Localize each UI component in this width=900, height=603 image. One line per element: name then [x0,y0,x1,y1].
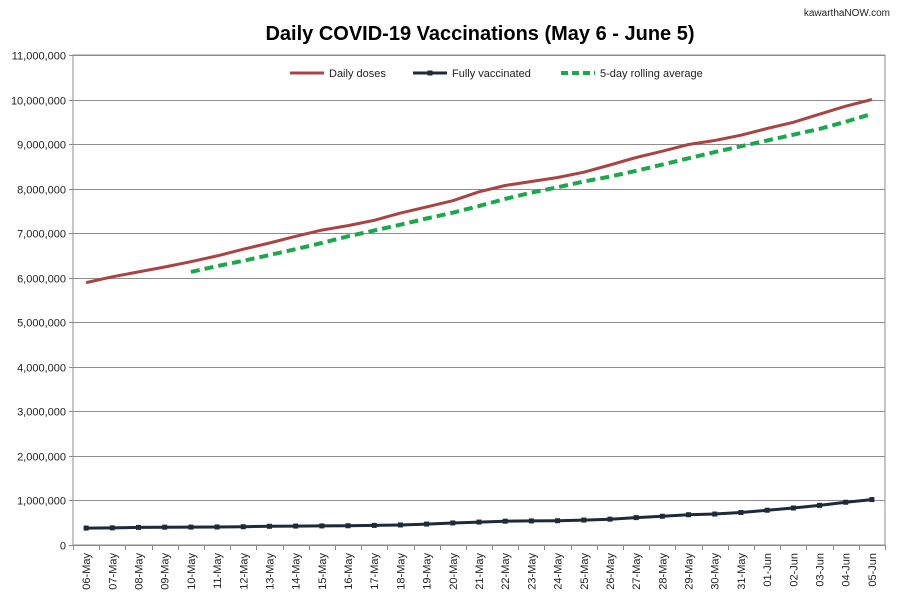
data-point [686,512,692,518]
x-tick-label: 10-May [186,553,198,590]
x-tick-label: 30-May [710,553,722,590]
data-point [319,523,325,529]
data-point [345,523,351,529]
data-point [214,524,220,530]
series-group [83,98,875,531]
x-tick-label: 28-May [657,553,669,590]
data-point [659,513,665,519]
data-point [764,507,770,513]
series-line-daily-doses [85,98,873,285]
data-point [371,522,377,528]
legend: Daily doses Fully vaccinated 5-day rolling… [290,68,703,80]
watermark: kawarthaNOW.com [804,8,890,19]
x-tick-label: 08-May [133,553,145,590]
y-tick-label: 11,000,000 [12,51,66,63]
x-axis: 06-May 07-May 08-May 09-May 10-May 11-May 12-M… [73,545,886,590]
x-tick-label: 09-May [160,553,172,590]
data-point [188,524,194,530]
data-point [450,520,456,526]
x-tick-label: 31-May [736,553,748,590]
legend-item: Daily doses [290,68,386,80]
x-tick-label: 18-May [395,553,407,590]
data-point [528,518,534,524]
y-tick-label: 1,000,000 [17,496,66,508]
x-tick-label: 04-Jun [841,553,853,587]
x-tick-label: 05-Jun [867,553,879,587]
x-tick-label: 01-Jun [762,553,774,587]
x-tick-label: 19-May [422,553,434,590]
y-axis: 0 1,000,000 2,000,000 3,000,000 4,000,000 5,0… [11,51,73,553]
data-point [738,509,744,515]
data-point [790,505,796,511]
data-point [607,516,613,522]
x-tick-label: 23-May [526,553,538,590]
y-tick-label: 9,000,000 [17,140,66,152]
data-point [712,511,718,517]
x-tick-label: 02-Jun [788,553,800,587]
y-tick-label: 0 [60,541,66,553]
x-tick-label: 21-May [474,553,486,590]
y-tick-label: 8,000,000 [17,185,66,197]
chart-title: Daily COVID-19 Vaccinations (May 6 - Jun… [265,23,694,45]
data-point [843,499,849,505]
data-point [162,524,168,530]
data-point [555,518,561,524]
series-line-5-day-rolling-average [190,111,873,274]
data-point [109,525,115,531]
y-tick-label: 3,000,000 [17,407,66,419]
x-tick-label: 15-May [317,553,329,590]
legend-marker [427,70,433,76]
data-point [869,497,875,503]
data-point [476,519,482,525]
x-tick-label: 16-May [343,553,355,590]
x-tick-label: 24-May [553,553,565,590]
x-tick-label: 20-May [448,553,460,590]
legend-item: 5-day rolling average [561,68,703,80]
gridlines [72,54,886,546]
legend-label: 5-day rolling average [600,68,703,80]
y-tick-label: 5,000,000 [17,318,66,330]
data-point [240,524,246,530]
x-tick-label: 25-May [579,553,591,590]
data-point [135,524,141,530]
data-point [633,515,639,521]
y-tick-label: 2,000,000 [17,452,66,464]
x-tick-label: 17-May [369,553,381,590]
data-point [83,525,89,531]
legend-item: Fully vaccinated [413,68,531,80]
data-point [266,523,272,529]
data-point [397,522,403,528]
x-tick-label: 13-May [264,553,276,590]
x-tick-label: 27-May [631,553,643,590]
x-tick-label: 29-May [684,553,696,590]
x-tick-label: 11-May [212,553,224,589]
y-tick-label: 4,000,000 [17,363,66,375]
x-tick-label: 22-May [500,553,512,590]
x-tick-label: 26-May [605,553,617,590]
x-tick-label: 06-May [81,553,93,590]
data-point [581,517,587,523]
data-point [293,523,299,529]
x-tick-label: 03-Jun [815,553,827,587]
legend-label: Fully vaccinated [452,68,531,80]
data-point [424,521,430,527]
x-tick-label: 14-May [291,553,303,590]
y-tick-label: 6,000,000 [17,274,66,286]
legend-label: Daily doses [329,68,386,80]
x-tick-label: 07-May [107,553,119,590]
x-tick-label: 12-May [238,553,250,590]
y-tick-label: 7,000,000 [17,229,66,241]
data-point [502,518,508,524]
data-point [817,502,823,508]
y-tick-label: 10,000,000 [11,96,66,108]
